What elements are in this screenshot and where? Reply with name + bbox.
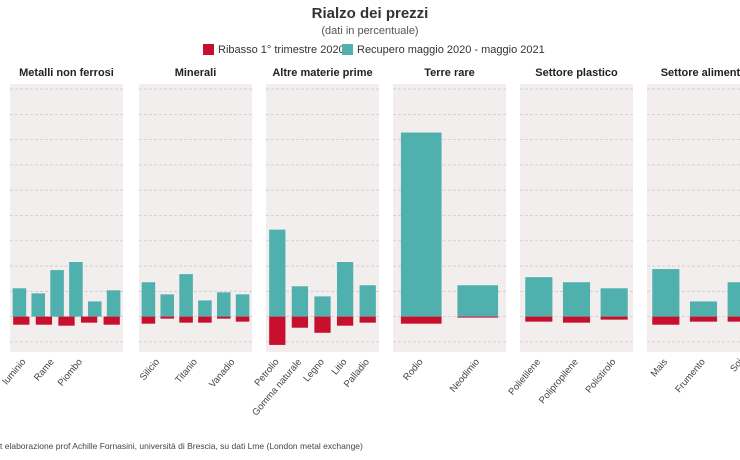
- bar-recupero: [336, 261, 354, 317]
- bar-ribasso: [141, 316, 156, 324]
- bar-recupero: [216, 292, 231, 317]
- bar-recupero: [359, 285, 376, 317]
- bar-recupero: [457, 285, 499, 317]
- chart-panels: Metalli non ferrosi luminio Rame Piombo Mine…: [1, 67, 740, 418]
- chart-title: Rialzo dei prezzi: [312, 5, 429, 22]
- panel-settore-alimenta: Settore alimenta Mais Frumento Soi: [647, 67, 740, 395]
- bar-recupero: [179, 274, 193, 317]
- panel-minerali: Minerali Silicio Titanio Vanadio: [138, 67, 252, 390]
- category-label: Frumento: [673, 357, 708, 395]
- bar-recupero: [314, 296, 331, 317]
- panel-title: Altre materie prime: [272, 67, 372, 79]
- bar-ribasso: [13, 316, 30, 325]
- panel-terre-rare: Terre rare Rodio Neodimio: [393, 67, 506, 395]
- bar-recupero: [50, 270, 64, 317]
- bar-ribasso: [600, 316, 628, 320]
- bar-ribasso: [314, 316, 331, 333]
- bar-ribasso: [179, 316, 193, 323]
- bar-recupero: [235, 294, 250, 317]
- bar-ribasso: [160, 316, 175, 319]
- panel-title: Minerali: [175, 67, 217, 79]
- bar-recupero: [562, 282, 591, 317]
- legend-swatch-ribasso: [203, 44, 214, 55]
- bar-recupero: [198, 300, 212, 317]
- bar-recupero: [160, 294, 175, 317]
- panel-title: Metalli non ferrosi: [19, 67, 114, 79]
- bar-ribasso: [198, 316, 212, 323]
- bar-recupero: [652, 269, 680, 317]
- category-label: Mais: [649, 357, 670, 380]
- source-note: t elaborazione prof Achille Fornasini, u…: [0, 441, 363, 451]
- bar-ribasso: [58, 316, 75, 326]
- bar-ribasso: [216, 316, 231, 319]
- category-label: Rame: [32, 357, 57, 383]
- bar-ribasso: [235, 316, 250, 322]
- panel-background: [139, 84, 252, 352]
- bar-recupero: [31, 293, 46, 317]
- bar-recupero: [87, 301, 102, 317]
- panel-title: Settore alimenta: [661, 67, 740, 79]
- legend-swatch-recupero: [342, 44, 353, 55]
- panel-settore-plastico: Settore plastico PolietilenePolipropilene…: [507, 67, 633, 406]
- panel-background: [10, 84, 123, 352]
- legend-label-ribasso: Ribasso 1° trimestre 2020: [218, 44, 345, 56]
- bar-recupero: [600, 288, 628, 317]
- bar-recupero: [69, 261, 83, 317]
- legend-label-recupero: Recupero maggio 2020 - maggio 2021: [357, 44, 545, 56]
- category-label: Soi: [728, 357, 740, 375]
- bar-ribasso: [652, 316, 680, 325]
- bar-ribasso: [80, 316, 98, 323]
- bar-ribasso: [400, 316, 442, 324]
- category-label: Neodimio: [448, 357, 482, 395]
- panel-metalli-non-ferrosi: Metalli non ferrosi luminio Rame Piombo: [1, 67, 123, 389]
- category-label: Vanadio: [207, 357, 237, 390]
- category-label: luminio: [1, 357, 29, 387]
- panel-title: Settore plastico: [535, 67, 618, 79]
- bar-ribasso: [525, 316, 553, 322]
- legend: Ribasso 1° trimestre 2020 Recupero maggi…: [203, 44, 545, 56]
- bar-ribasso: [35, 316, 53, 325]
- bar-recupero: [727, 282, 740, 317]
- bar-recupero: [269, 229, 286, 317]
- bar-ribasso: [291, 316, 309, 328]
- bar-recupero: [12, 288, 27, 317]
- bar-ribasso: [457, 316, 499, 318]
- category-label: Rodio: [401, 357, 425, 383]
- bar-ribasso: [359, 316, 376, 323]
- bar-ribasso: [269, 316, 286, 345]
- bar-recupero: [525, 277, 553, 317]
- category-label: Polistirolo: [584, 357, 619, 396]
- category-label: Titanio: [173, 357, 200, 386]
- bar-recupero: [291, 286, 309, 317]
- category-label: Piombo: [56, 357, 85, 389]
- chart-subtitle: (dati in percentuale): [321, 25, 418, 37]
- category-label: Silicio: [138, 357, 162, 383]
- bar-ribasso: [727, 316, 740, 322]
- category-label: Polietilene: [507, 357, 544, 398]
- category-label: Litio: [330, 357, 350, 377]
- bar-recupero: [689, 301, 718, 317]
- panel-title: Terre rare: [424, 67, 475, 79]
- bar-recupero: [106, 290, 121, 317]
- bar-ribasso: [689, 316, 718, 322]
- bar-recupero: [400, 132, 442, 317]
- bar-ribasso: [103, 316, 120, 325]
- bar-recupero: [141, 282, 156, 317]
- category-label: Legno: [301, 357, 326, 384]
- category-label: Polipropilene: [537, 357, 581, 406]
- bar-ribasso: [562, 316, 591, 323]
- bar-ribasso: [336, 316, 354, 326]
